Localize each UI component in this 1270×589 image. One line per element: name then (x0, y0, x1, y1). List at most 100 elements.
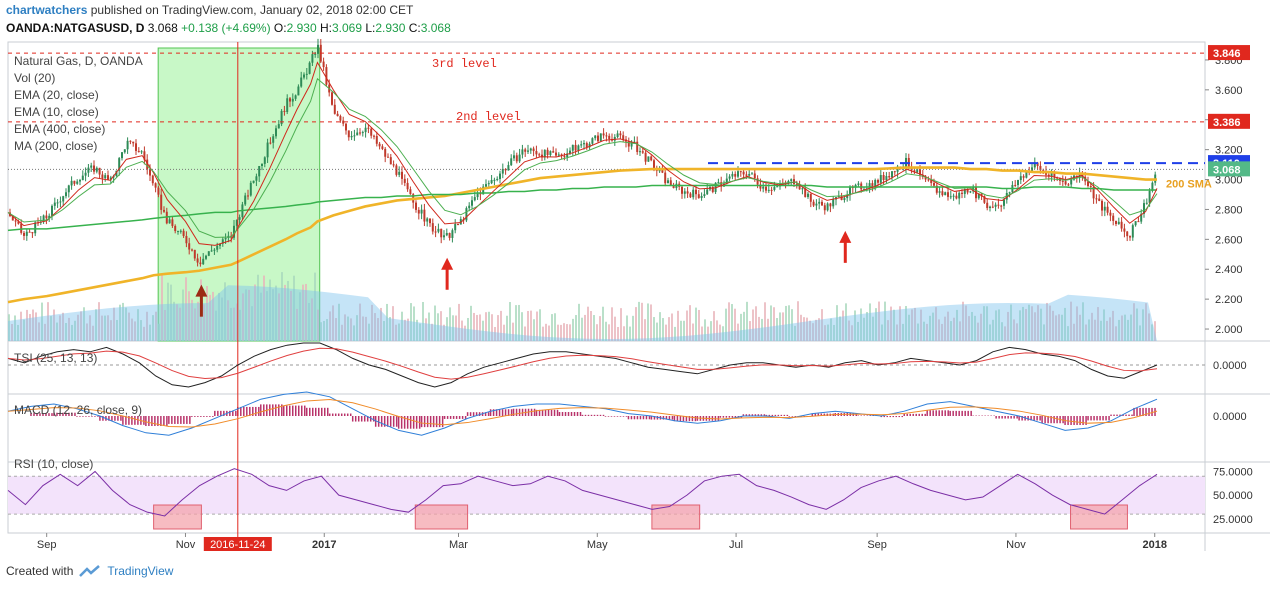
candle-body (510, 158, 513, 166)
volume-bar (512, 322, 514, 341)
tradingview-brand[interactable]: TradingView (107, 564, 174, 578)
candle-body (493, 179, 496, 181)
volume-bar (1076, 306, 1078, 341)
candle-body (339, 116, 342, 121)
volume-bar (407, 318, 409, 341)
candle-body (1087, 181, 1089, 187)
volume-bar (962, 301, 964, 341)
volume-bar (71, 324, 73, 341)
volume-bar (572, 318, 574, 341)
volume-bar (482, 320, 484, 341)
candle-body (888, 176, 891, 178)
candle-body (154, 183, 157, 188)
volume-bar (23, 319, 25, 341)
volume-bar (377, 318, 379, 341)
volume-bar (998, 309, 1000, 341)
candle-body (882, 175, 885, 181)
volume-bar (614, 316, 616, 341)
volume-bar (944, 316, 946, 341)
author-name[interactable]: chartwatchers (6, 3, 88, 17)
tsi-line (7, 342, 1158, 388)
macd-signal-line (7, 398, 1158, 428)
candle-body (762, 186, 765, 189)
candle-body (451, 230, 454, 238)
volume-bar (647, 303, 649, 341)
candle-body (342, 120, 345, 124)
candle-body (809, 193, 812, 202)
volume-bar (677, 310, 679, 341)
volume-bar (929, 315, 931, 341)
oversold-box-2 (651, 504, 701, 530)
candle-body (552, 151, 555, 153)
volume-bar (134, 321, 136, 341)
volume-bar (227, 300, 229, 341)
volume-bar (242, 293, 244, 341)
candle-body (48, 215, 51, 219)
volume-bar (461, 320, 463, 341)
candle-body (476, 193, 479, 198)
candle-body (944, 192, 947, 196)
volume-bar (806, 317, 808, 341)
candle-body (429, 218, 431, 224)
volume-bar (365, 316, 367, 341)
candle-body (700, 195, 703, 198)
volume-bar (680, 320, 682, 341)
volume-bar (35, 312, 37, 341)
volume-bar (641, 302, 643, 341)
volume-bar (956, 309, 958, 341)
candle-body (770, 189, 773, 191)
candle-body (647, 156, 650, 162)
candle-body (132, 141, 135, 144)
created-with-text: Created with (6, 564, 74, 578)
candle-body (541, 154, 543, 158)
candle-body (51, 205, 53, 216)
volume-bar (8, 314, 10, 341)
volume-bar (356, 315, 358, 341)
volume-bar (290, 290, 292, 341)
price-label: 3.846 (1213, 48, 1241, 60)
candle-body (980, 193, 983, 197)
candle-body (569, 150, 571, 154)
volume-bar (59, 315, 61, 341)
candle-body (1008, 192, 1011, 194)
candle-body (216, 245, 219, 250)
candle-body (297, 86, 300, 96)
candle-body (300, 77, 303, 87)
candle-body (65, 192, 67, 197)
candle-body (221, 239, 224, 244)
volume-bar (203, 304, 205, 341)
candle-body (692, 189, 695, 198)
candle-body (308, 62, 311, 74)
volume-bar (1046, 302, 1048, 341)
volume-bar (665, 324, 667, 341)
volume-bar (884, 301, 886, 341)
candle-body (661, 170, 664, 173)
candle-body (1039, 166, 1042, 171)
volume-bar (413, 306, 415, 341)
volume-bar (74, 320, 76, 341)
candle-body (487, 183, 490, 185)
candle-body (941, 191, 944, 196)
candle-body (401, 171, 403, 179)
candle-body (59, 201, 62, 203)
candle-body (28, 231, 31, 233)
volume-bar (470, 305, 472, 341)
candle-body (1000, 205, 1003, 207)
volume-bar (293, 275, 295, 341)
candle-body (504, 168, 507, 171)
candle-body (563, 156, 566, 158)
volume-bar (611, 307, 613, 341)
volume-bar (305, 283, 307, 341)
volume-bar (992, 319, 994, 341)
candle-body (513, 155, 515, 159)
volume-bar (383, 321, 385, 341)
volume-bar (86, 323, 88, 341)
x-tick-label: 2017 (312, 539, 336, 551)
volume-bar (779, 312, 781, 341)
volume-bar (1022, 306, 1024, 341)
price-label-bg-1 (1208, 113, 1250, 129)
candle-body (333, 104, 336, 114)
candle-body (641, 151, 644, 153)
candle-body (359, 132, 361, 134)
